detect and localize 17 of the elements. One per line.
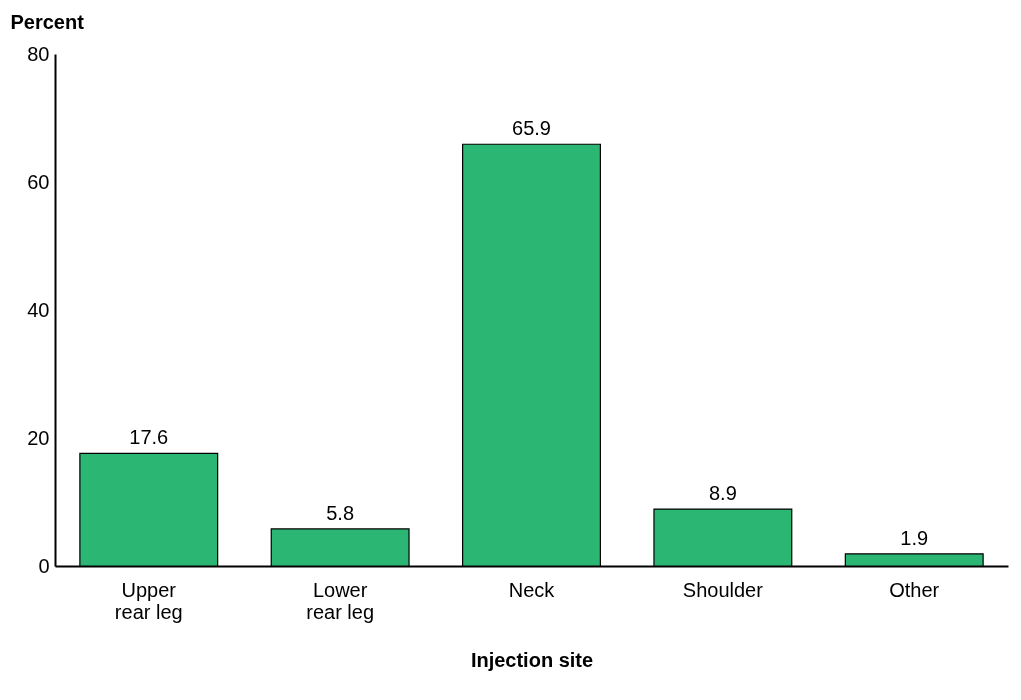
x-axis-title: Injection site bbox=[470, 648, 594, 671]
x-tick-label: Lower rear leg bbox=[306, 578, 375, 623]
x-tick-label: Upper rear leg bbox=[114, 578, 183, 623]
x-tick-label: Other bbox=[889, 578, 940, 601]
y-tick-label: 40 bbox=[27, 298, 50, 321]
data-label: 65.9 bbox=[512, 117, 551, 140]
data-label: 1.9 bbox=[900, 526, 929, 549]
y-tick-label: 0 bbox=[38, 554, 50, 577]
data-label: 17.6 bbox=[129, 426, 169, 449]
x-tick-label: Shoulder bbox=[682, 578, 764, 601]
y-tick-label: 20 bbox=[27, 426, 50, 449]
y-axis-title: Percent bbox=[10, 10, 85, 33]
data-label: 5.8 bbox=[326, 501, 355, 524]
data-label: 8.9 bbox=[708, 482, 737, 505]
x-tick-label: Neck bbox=[508, 578, 556, 601]
y-tick-label: 60 bbox=[27, 170, 50, 193]
y-tick-label: 80 bbox=[27, 42, 50, 65]
